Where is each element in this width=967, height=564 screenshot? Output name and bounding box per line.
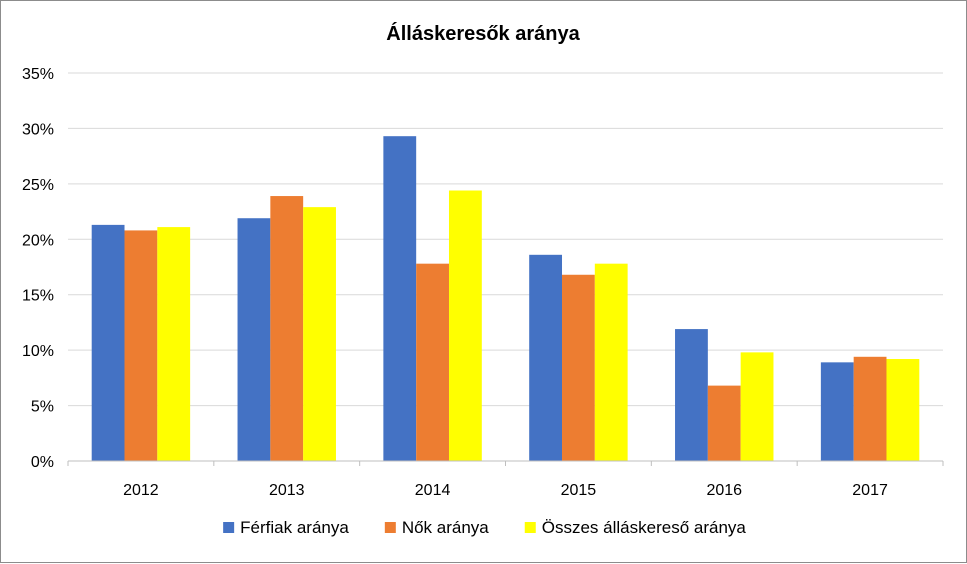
legend-swatch	[384, 522, 396, 533]
bar	[303, 207, 336, 461]
y-tick-label: 20%	[22, 232, 54, 249]
bars	[91, 136, 920, 461]
legend-label: Összes álláskereső aránya	[542, 518, 747, 537]
x-tick-label: 2013	[269, 482, 305, 499]
bar	[237, 218, 271, 461]
legend-swatch	[223, 522, 235, 533]
legend-item: Nők aránya	[384, 518, 489, 537]
legend-label: Nők aránya	[402, 518, 489, 537]
x-tick-label: 2014	[415, 482, 451, 499]
bar	[562, 274, 595, 461]
legend-item: Férfiak aránya	[223, 518, 349, 537]
bar	[886, 359, 920, 461]
y-tick-label: 0%	[31, 454, 54, 471]
bar	[675, 329, 708, 461]
bar	[124, 230, 158, 461]
bar	[529, 254, 563, 461]
y-tick-label: 15%	[22, 288, 54, 305]
legend-swatch	[524, 522, 536, 533]
y-tick-label: 5%	[31, 399, 54, 416]
gridlines	[68, 72, 943, 407]
bar	[740, 352, 774, 461]
bar	[707, 385, 741, 461]
legend: Férfiak aránya Nők aránya Összes álláskere…	[223, 518, 746, 537]
y-tick-label: 10%	[22, 343, 54, 360]
legend-item: Összes álláskereső aránya	[524, 518, 747, 537]
bar	[594, 263, 628, 461]
axes	[67, 460, 944, 466]
bar	[91, 224, 125, 461]
bar	[383, 136, 417, 461]
bar	[416, 263, 449, 461]
bar	[820, 362, 854, 461]
legend-label: Férfiak aránya	[240, 518, 349, 537]
x-tick-label: 2012	[123, 482, 159, 499]
x-tick-label: 2017	[852, 482, 888, 499]
bar	[853, 356, 887, 461]
x-tick-label: 2016	[706, 482, 742, 499]
x-axis-ticks: 2012 2013 2014 2015 2016 2017	[123, 482, 888, 499]
x-tick-label: 2015	[561, 482, 597, 499]
y-axis-ticks: 0% 5% 10% 15% 20% 25% 30% 35%	[22, 66, 54, 471]
bar	[157, 227, 191, 461]
y-tick-label: 35%	[22, 66, 54, 83]
bar	[448, 190, 482, 461]
chart-title: Álláskeresők aránya	[386, 22, 580, 45]
y-tick-label: 25%	[22, 177, 54, 194]
bar	[270, 196, 304, 461]
y-tick-label: 30%	[22, 121, 54, 138]
